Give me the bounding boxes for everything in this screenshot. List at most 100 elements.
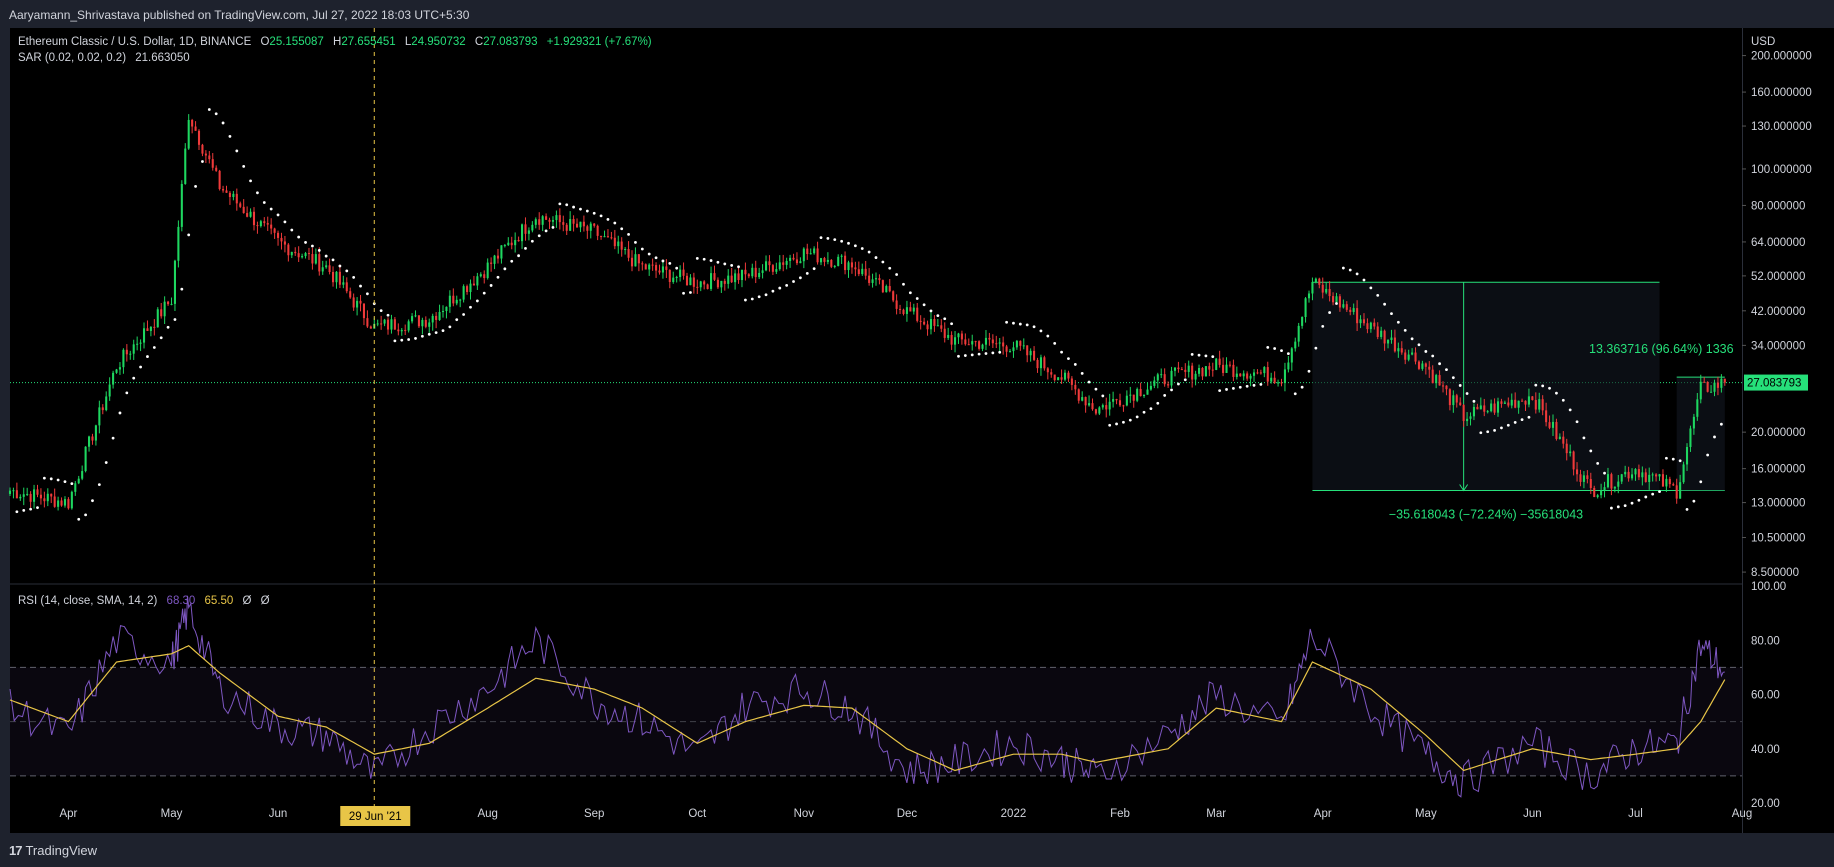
candle bbox=[899, 304, 902, 315]
candle-body bbox=[1503, 402, 1506, 404]
publisher-line: Aaryamann_Shrivastava published on Tradi… bbox=[9, 8, 470, 22]
candle-body bbox=[1335, 296, 1338, 303]
candle bbox=[108, 377, 111, 401]
sar-dot bbox=[833, 238, 837, 241]
candle-body bbox=[77, 478, 80, 484]
sar-dot bbox=[290, 228, 294, 232]
candle-body bbox=[727, 275, 730, 284]
candle-body bbox=[1338, 296, 1341, 308]
sar-dot bbox=[668, 261, 672, 265]
sar-dot bbox=[957, 354, 960, 358]
rsi-label[interactable]: RSI (14, close, SMA, 14, 2) bbox=[18, 595, 158, 607]
candle-body bbox=[651, 264, 654, 266]
candle bbox=[1311, 277, 1314, 301]
candle-body bbox=[627, 249, 630, 258]
candle bbox=[349, 287, 352, 299]
sar-dot bbox=[984, 352, 988, 355]
candle bbox=[1696, 393, 1699, 421]
candle bbox=[146, 320, 149, 332]
price-axis[interactable] bbox=[1742, 28, 1834, 833]
candle bbox=[1593, 485, 1596, 498]
candle-body bbox=[830, 259, 833, 267]
sar-dot bbox=[1493, 428, 1496, 432]
time-tick-label: Jul bbox=[1628, 808, 1643, 820]
candle-body bbox=[1634, 469, 1637, 475]
candle-body bbox=[156, 309, 159, 328]
candle bbox=[1438, 370, 1441, 386]
candle bbox=[1101, 403, 1104, 410]
candle-body bbox=[600, 235, 603, 238]
candle bbox=[1472, 403, 1475, 421]
candle-body bbox=[1397, 348, 1400, 352]
candle-body bbox=[637, 254, 640, 264]
candle bbox=[758, 267, 761, 280]
candle bbox=[307, 247, 311, 260]
candle-body bbox=[610, 237, 613, 239]
candle-body bbox=[153, 326, 156, 328]
candle-body bbox=[1173, 367, 1177, 371]
candle-body bbox=[531, 224, 534, 231]
candle bbox=[988, 332, 991, 346]
candle bbox=[1321, 277, 1324, 299]
candle bbox=[359, 294, 362, 312]
candle bbox=[909, 301, 912, 312]
candle bbox=[575, 218, 579, 228]
candle-body bbox=[232, 193, 235, 198]
candle-body bbox=[115, 369, 118, 373]
sar-dot bbox=[1314, 346, 1318, 350]
candle bbox=[476, 272, 479, 290]
sar-dot bbox=[661, 259, 665, 263]
candle-body bbox=[527, 230, 530, 234]
candle bbox=[1703, 377, 1706, 383]
candle-body bbox=[1534, 399, 1537, 410]
candle bbox=[1479, 397, 1482, 410]
candle-body bbox=[1297, 325, 1300, 342]
sar-dot bbox=[1039, 329, 1043, 333]
candle bbox=[802, 247, 805, 269]
candle bbox=[1235, 366, 1238, 380]
candle-body bbox=[1301, 317, 1304, 326]
candle bbox=[129, 350, 132, 360]
candle bbox=[1600, 483, 1603, 499]
candle-body bbox=[266, 223, 269, 225]
candle-body bbox=[984, 337, 988, 345]
sar-dot bbox=[1012, 321, 1015, 325]
sar-dot bbox=[1589, 449, 1593, 453]
candle bbox=[1129, 386, 1132, 403]
candle-body bbox=[586, 226, 589, 231]
candle bbox=[510, 236, 513, 250]
candle bbox=[569, 211, 572, 231]
candle-body bbox=[775, 269, 778, 272]
candle-body bbox=[15, 490, 18, 499]
candle bbox=[1500, 398, 1503, 408]
sar-dot bbox=[682, 291, 685, 295]
candle-body bbox=[1239, 373, 1242, 377]
tradingview-logo[interactable]: 17 TradingView bbox=[9, 843, 97, 858]
candle bbox=[445, 306, 448, 319]
candle-body bbox=[878, 278, 881, 281]
candle bbox=[1503, 400, 1506, 404]
candle-body bbox=[84, 446, 87, 472]
candle-body bbox=[459, 299, 462, 301]
candle bbox=[548, 217, 551, 230]
candle-body bbox=[617, 241, 620, 247]
sar-dot bbox=[29, 507, 33, 511]
candle bbox=[218, 169, 221, 191]
candle bbox=[57, 496, 60, 511]
candle-body bbox=[902, 309, 905, 314]
sar-label[interactable]: SAR (0.02, 0.02, 0.2) bbox=[18, 52, 127, 64]
sar-dot bbox=[221, 121, 225, 125]
candle-body bbox=[582, 221, 585, 227]
candle bbox=[1033, 346, 1036, 362]
symbol-title[interactable]: Ethereum Classic / U.S. Dollar, 1D, BINA… bbox=[18, 36, 252, 48]
candle-body bbox=[799, 261, 802, 264]
candle-body bbox=[795, 259, 798, 264]
candle bbox=[1273, 371, 1276, 385]
candle bbox=[507, 237, 510, 247]
sar-dot bbox=[1671, 457, 1675, 461]
candle-body bbox=[1679, 482, 1682, 499]
candle bbox=[1555, 418, 1558, 441]
sar-dot bbox=[489, 284, 493, 287]
candle bbox=[67, 497, 70, 510]
